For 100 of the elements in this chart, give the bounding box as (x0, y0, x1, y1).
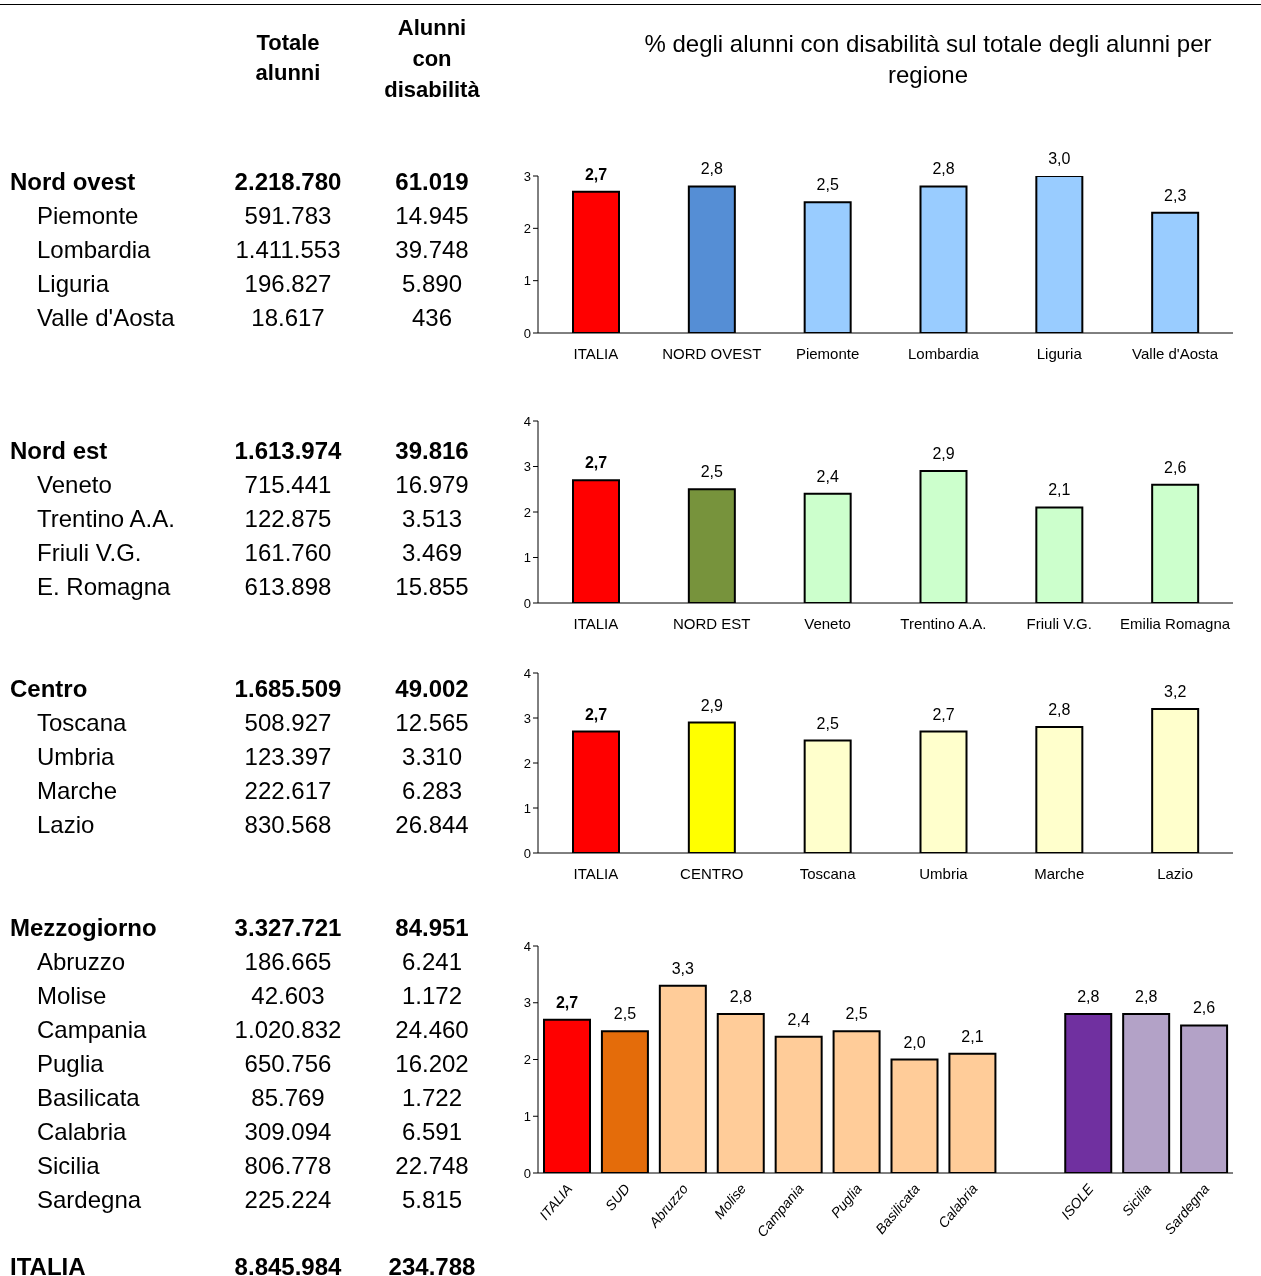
chart-title: % degli alunni con disabilità sul totale degli alunni per regione (643, 29, 1213, 90)
data-label: 3,0 (1048, 150, 1071, 167)
text: Alunni con disabilità (383, 14, 481, 104)
data-label: 16.979 (394, 471, 470, 499)
category-label: Mezzogiorno (10, 914, 157, 942)
x-tick-label: Lazio (1157, 865, 1194, 882)
data-label: 85.769 (250, 1084, 326, 1112)
category-label: Nord est (10, 437, 108, 465)
y-tick-label: 4 (523, 938, 531, 954)
data-label: 715.441 (243, 471, 333, 499)
data-label: 3,2 (1164, 683, 1187, 700)
data-label: 2,8 (932, 160, 955, 178)
y-tick-label: 0 (523, 1165, 531, 1181)
x-tick-label: NORD OVEST (662, 345, 762, 362)
x-tick-label: ITALIA (573, 865, 619, 882)
data-label: 2,5 (613, 1005, 637, 1023)
data-label: 6.283 (400, 777, 464, 805)
data-label: 508.927 (243, 709, 333, 737)
category-label: Abruzzo (37, 948, 126, 976)
data-label: 5.890 (400, 270, 464, 298)
data-label: 15.855 (394, 573, 470, 601)
y-tick-label: 0 (523, 595, 531, 611)
y-tick-label: 1 (523, 800, 531, 816)
y-tick-label: 2 (523, 755, 531, 771)
data-label: 1.722 (400, 1084, 464, 1112)
category-label: Sicilia (37, 1152, 100, 1180)
data-label: 1.685.509 (233, 675, 343, 703)
data-label: 650.756 (243, 1050, 333, 1078)
category-label: Centro (10, 675, 88, 703)
x-tick-label: Trentino A.A. (900, 615, 987, 632)
category-label: Nord ovest (10, 168, 136, 196)
category-label: Umbria (37, 743, 115, 771)
data-label: 3,3 (671, 959, 695, 977)
data-label: 3.327.721 (233, 914, 343, 942)
x-tick-label: Veneto (804, 615, 851, 632)
data-label: 2,6 (1192, 999, 1216, 1017)
data-label: 591.783 (243, 202, 333, 230)
category-label: Puglia (37, 1050, 104, 1078)
data-label: 2.218.780 (233, 168, 343, 196)
data-label: 1.613.974 (233, 437, 343, 465)
category-label: Friuli V.G. (37, 539, 142, 567)
data-label: 2,9 (932, 445, 955, 463)
data-label: 6.591 (400, 1118, 464, 1146)
category-label: Lombardia (37, 236, 151, 264)
x-tick-label: Piemonte (795, 345, 860, 362)
y-tick-label: 3 (523, 459, 531, 475)
data-label: 234.788 (387, 1253, 477, 1276)
data-label: 2,1 (961, 1027, 984, 1045)
data-label: 2,0 (903, 1033, 926, 1051)
data-label: 2,7 (932, 705, 955, 723)
y-tick-label: 4 (523, 413, 531, 429)
y-tick-label: 3 (523, 995, 531, 1011)
data-label: 2,5 (700, 463, 724, 481)
data-label: 830.568 (243, 811, 333, 839)
data-label: 2,8 (1048, 701, 1071, 718)
data-label: 2,8 (1077, 988, 1100, 1006)
data-label: 1.172 (400, 982, 464, 1010)
data-label: 222.617 (243, 777, 333, 805)
data-label: 2,8 (1135, 988, 1158, 1006)
data-label: 2,5 (816, 714, 839, 732)
category-label: Lazio (37, 811, 95, 839)
y-tick-label: 2 (523, 1052, 531, 1068)
data-label: 186.665 (243, 948, 333, 976)
data-label: 39.748 (394, 236, 470, 264)
data-label: 2,6 (1164, 458, 1187, 476)
y-tick-label: 3 (523, 168, 531, 184)
x-tick-label: Umbria (919, 865, 969, 882)
y-tick-label: 0 (523, 325, 531, 341)
x-tick-label: CENTRO (680, 865, 744, 882)
y-tick-label: 0 (523, 845, 531, 861)
x-tick-label: ITALIA (573, 615, 619, 632)
data-label: 2,8 (729, 988, 752, 1006)
data-label: 806.778 (243, 1152, 333, 1180)
y-tick-label: 2 (523, 504, 531, 520)
x-tick-label: Emilia Romagna (1120, 615, 1231, 632)
data-label: 42.603 (250, 982, 326, 1010)
x-tick-label: Friuli V.G. (1026, 615, 1092, 632)
data-label: 2,7 (584, 454, 608, 472)
data-label: 2,5 (845, 1005, 868, 1023)
category-label: Molise (37, 982, 107, 1010)
category-label: Basilicata (37, 1084, 140, 1112)
data-label: 16.202 (394, 1050, 470, 1078)
category-label: Calabria (37, 1118, 127, 1146)
data-label: 2,9 (700, 696, 724, 714)
category-label: Trentino A.A. (37, 505, 175, 533)
data-label: 1.020.832 (233, 1016, 343, 1044)
y-tick-label: 3 (523, 710, 531, 726)
data-label: 196.827 (243, 270, 333, 298)
data-label: 1.411.553 (234, 236, 342, 264)
y-tick-label: 1 (523, 550, 531, 566)
category-label: Marche (37, 777, 118, 805)
category-label: Campania (37, 1016, 147, 1044)
data-label: 2,7 (555, 993, 579, 1011)
data-label: 61.019 (394, 168, 470, 196)
data-label: 123.397 (243, 743, 333, 771)
category-label: Valle d'Aosta (37, 304, 175, 332)
x-tick-label: Lombardia (907, 345, 980, 362)
data-label: 14.945 (394, 202, 470, 230)
data-label: 6.241 (400, 948, 464, 976)
x-tick-label: Marche (1034, 865, 1085, 882)
